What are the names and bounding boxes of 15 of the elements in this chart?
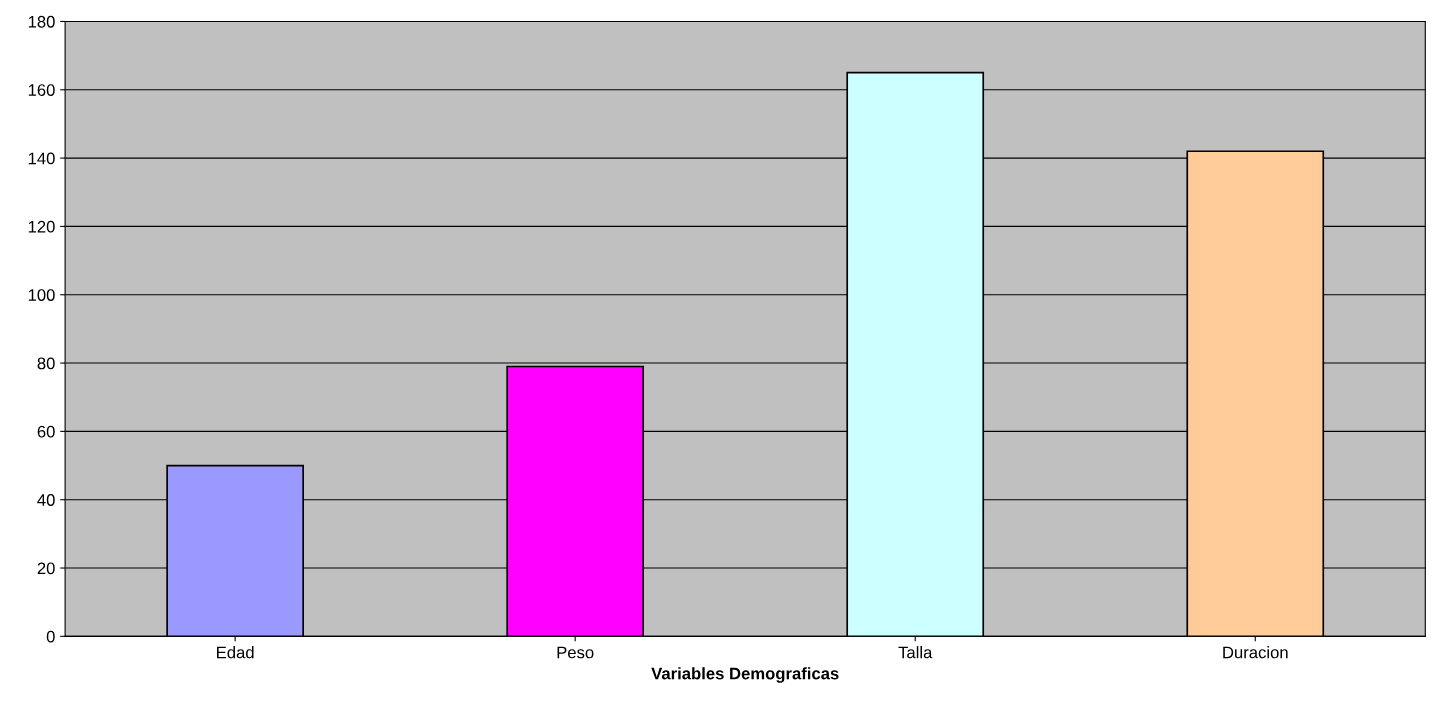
- x-tick-label: Peso: [557, 646, 594, 659]
- y-tick-label: 20: [37, 562, 55, 575]
- x-tick-label: Edad: [217, 646, 254, 659]
- x-axis-title: Variables Demograficas: [651, 667, 839, 683]
- y-tick-label: 0: [46, 630, 55, 643]
- x-tick-label: Duracion: [1223, 646, 1288, 659]
- y-tick-label: 180: [28, 15, 55, 28]
- y-tick-label: 120: [28, 220, 55, 233]
- y-tick-label: 100: [28, 289, 55, 301]
- y-tick-label: 40: [37, 494, 55, 506]
- y-tick-label: 60: [37, 425, 55, 438]
- x-tick-label: Talla: [898, 646, 933, 659]
- y-tick-label: 80: [37, 357, 55, 370]
- y-tick-label: 140: [28, 152, 55, 165]
- y-tick-label: 160: [28, 84, 55, 96]
